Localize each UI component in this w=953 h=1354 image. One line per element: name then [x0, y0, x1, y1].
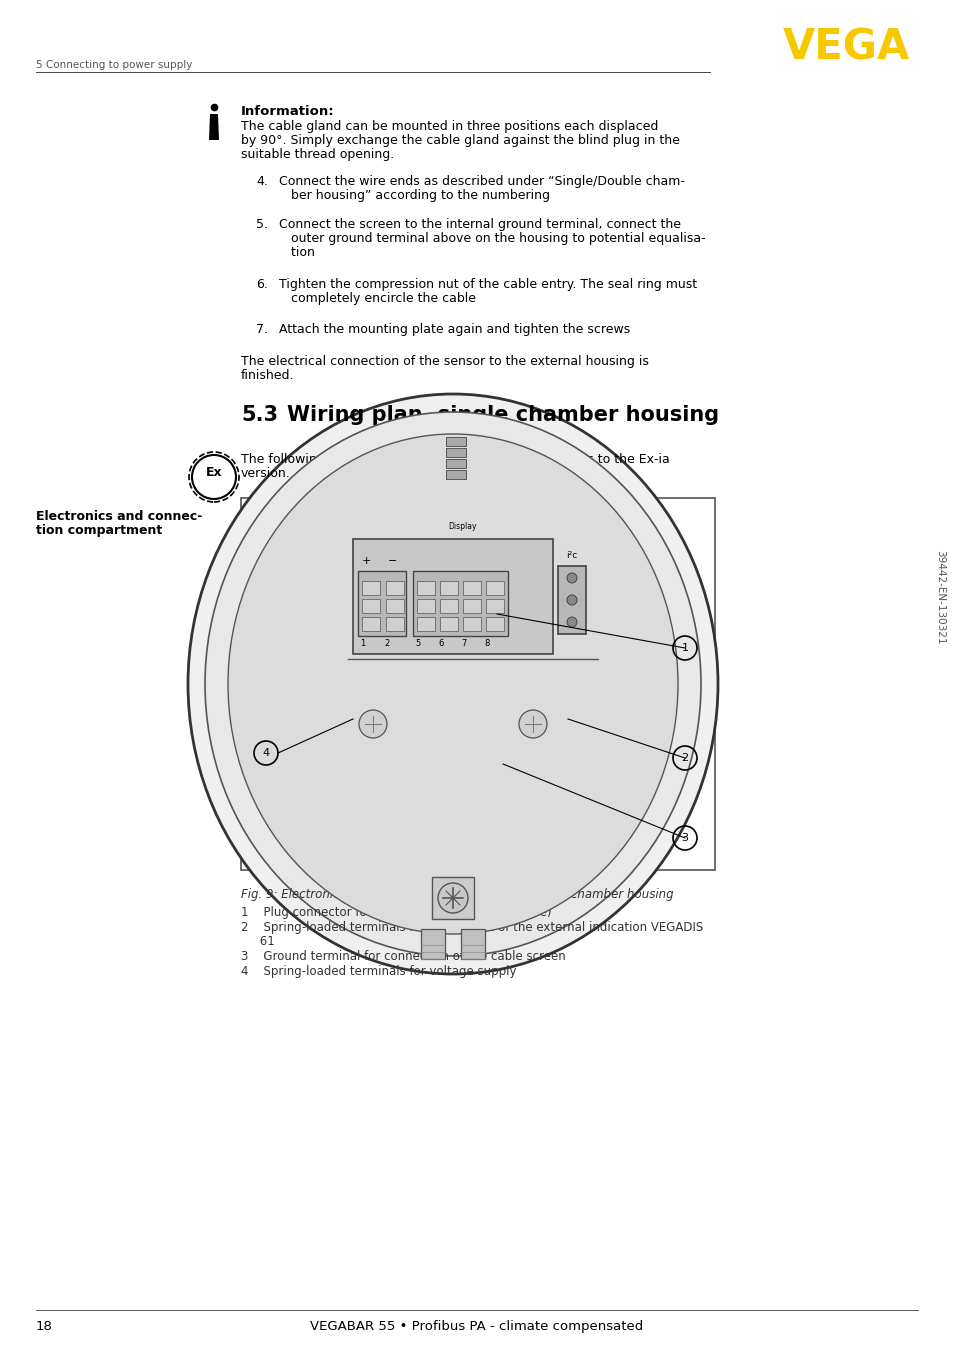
Circle shape [518, 709, 546, 738]
Text: 1: 1 [680, 643, 688, 653]
Text: outer ground terminal above on the housing to potential equalisa-: outer ground terminal above on the housi… [278, 232, 705, 245]
Text: 2: 2 [680, 753, 688, 764]
Text: VEGA: VEGA [781, 27, 909, 69]
Circle shape [358, 709, 387, 738]
Text: 1    Plug connector for VEGACONNECT (I²C interface): 1 Plug connector for VEGACONNECT (I²C in… [241, 906, 551, 919]
Bar [439, 598, 457, 613]
Bar [353, 539, 553, 654]
Bar [241, 498, 714, 871]
Text: +: + [361, 556, 371, 566]
Text: tion: tion [278, 246, 314, 259]
Text: 5 Connecting to power supply: 5 Connecting to power supply [36, 60, 193, 70]
Text: Wiring plan, single chamber housing: Wiring plan, single chamber housing [287, 405, 719, 425]
Text: Connect the wire ends as described under “Single/Double cham-: Connect the wire ends as described under… [278, 175, 684, 188]
Text: 1: 1 [360, 639, 365, 649]
Text: 6.: 6. [255, 278, 268, 291]
Polygon shape [209, 114, 219, 139]
Bar [485, 581, 503, 594]
Text: 4    Spring-loaded terminals for voltage supply: 4 Spring-loaded terminals for voltage su… [241, 965, 516, 978]
Text: The cable gland can be mounted in three positions each displaced: The cable gland can be mounted in three … [241, 121, 658, 133]
Text: 3    Ground terminal for connection of the cable screen: 3 Ground terminal for connection of the … [241, 951, 565, 963]
Bar [485, 598, 503, 613]
Text: tion compartment: tion compartment [36, 524, 162, 538]
Ellipse shape [228, 435, 678, 934]
Bar [413, 571, 507, 636]
Text: 4: 4 [262, 747, 270, 758]
Bar [386, 617, 403, 631]
Bar [446, 448, 465, 458]
Bar [462, 581, 480, 594]
Bar [361, 598, 379, 613]
Text: VEGABAR 55 • Profibus PA - climate compensated: VEGABAR 55 • Profibus PA - climate compe… [310, 1320, 643, 1332]
Bar [420, 929, 444, 959]
Text: 2: 2 [384, 639, 389, 649]
Text: 61: 61 [241, 936, 274, 948]
Bar [460, 929, 484, 959]
Text: 5.3: 5.3 [241, 405, 277, 425]
Bar [386, 598, 403, 613]
Text: ber housing” according to the numbering: ber housing” according to the numbering [278, 190, 550, 202]
Bar [446, 470, 465, 479]
Bar [439, 581, 457, 594]
Circle shape [566, 573, 577, 584]
Text: The following illustrations apply to the non-Ex as well as to the Ex-ia: The following illustrations apply to the… [241, 454, 669, 466]
Bar [462, 598, 480, 613]
Text: completely encircle the cable: completely encircle the cable [278, 292, 476, 305]
Text: version.: version. [241, 467, 291, 481]
Bar [416, 617, 435, 631]
Text: Attach the mounting plate again and tighten the screws: Attach the mounting plate again and tigh… [278, 324, 630, 336]
Circle shape [437, 883, 468, 913]
Text: 5.: 5. [255, 218, 268, 232]
Text: 18: 18 [36, 1320, 52, 1332]
Text: The electrical connection of the sensor to the external housing is: The electrical connection of the sensor … [241, 355, 648, 368]
Bar [485, 617, 503, 631]
Text: Information:: Information: [241, 106, 335, 118]
Bar [446, 459, 465, 468]
Text: −: − [388, 556, 397, 566]
Text: 5: 5 [415, 639, 420, 649]
Text: 4.: 4. [255, 175, 268, 188]
Bar [439, 617, 457, 631]
Text: 7: 7 [461, 639, 466, 649]
Text: Tighten the compression nut of the cable entry. The seal ring must: Tighten the compression nut of the cable… [278, 278, 697, 291]
Bar [558, 566, 585, 634]
Circle shape [566, 617, 577, 627]
Text: i²c: i²c [566, 551, 577, 561]
Bar [361, 581, 379, 594]
Bar [361, 617, 379, 631]
Circle shape [566, 594, 577, 605]
Text: 6: 6 [437, 639, 443, 649]
Text: Connect the screen to the internal ground terminal, connect the: Connect the screen to the internal groun… [278, 218, 680, 232]
Bar [386, 581, 403, 594]
Ellipse shape [205, 412, 700, 956]
Bar [432, 877, 474, 919]
Ellipse shape [188, 394, 718, 974]
Bar [416, 598, 435, 613]
Bar [446, 437, 465, 445]
Text: Fig. 9: Electronics and connection compartment, single chamber housing: Fig. 9: Electronics and connection compa… [241, 888, 673, 900]
Bar [357, 571, 406, 636]
Text: 8: 8 [484, 639, 489, 649]
Text: Ex: Ex [206, 467, 222, 479]
Text: finished.: finished. [241, 370, 294, 382]
Text: 7.: 7. [255, 324, 268, 336]
Text: by 90°. Simply exchange the cable gland against the blind plug in the: by 90°. Simply exchange the cable gland … [241, 134, 679, 148]
Text: Electronics and connec-: Electronics and connec- [36, 510, 202, 523]
Text: Display: Display [448, 523, 476, 531]
Text: suitable thread opening.: suitable thread opening. [241, 148, 394, 161]
Text: 3: 3 [680, 833, 688, 844]
Text: 39442-EN-130321: 39442-EN-130321 [934, 550, 944, 645]
Bar [416, 581, 435, 594]
Bar [462, 617, 480, 631]
Text: 2    Spring-loaded terminals for connection of the external indication VEGADIS: 2 Spring-loaded terminals for connection… [241, 921, 702, 934]
